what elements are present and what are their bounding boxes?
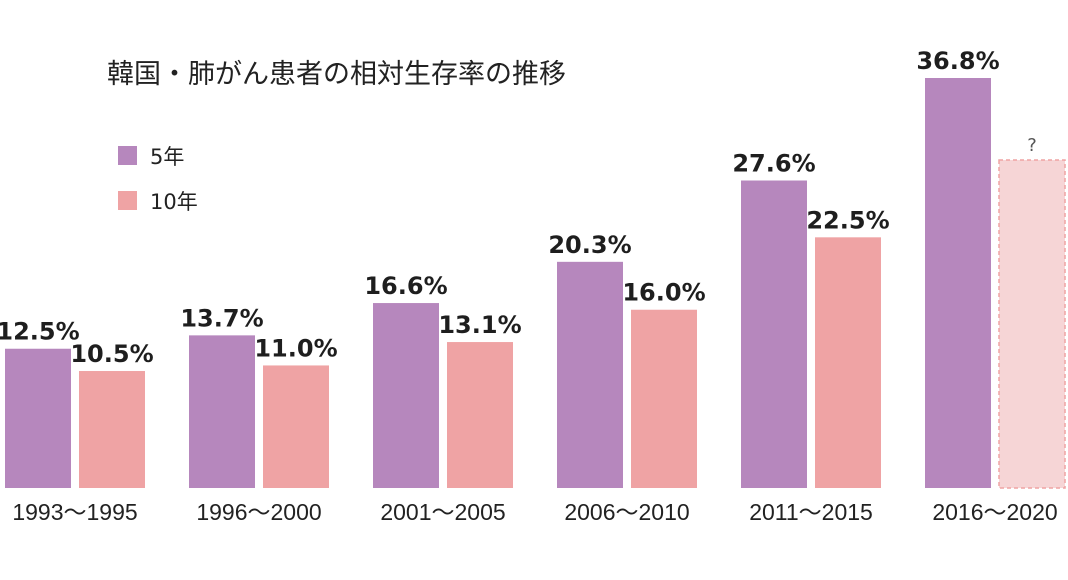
x-axis-label: 1996～2000 bbox=[196, 499, 321, 525]
bar-10y-3 bbox=[631, 309, 697, 488]
x-axis-label: 1993～1995 bbox=[12, 499, 137, 525]
value-label-5y-2: 16.6% bbox=[364, 272, 447, 300]
x-axis-label: 2011～2015 bbox=[749, 499, 873, 525]
legend: 5年 10年 bbox=[118, 145, 198, 214]
value-labels: 12.5%10.5% 13.7%11.0% 16.6% 13.1% 20.3% 16.0%… bbox=[0, 47, 1037, 368]
value-label-5y-4: 27.6% bbox=[732, 150, 815, 178]
bar-5y-3 bbox=[557, 261, 623, 488]
value-label-10y-0: 10.5% bbox=[70, 340, 153, 368]
bar-10y-0 bbox=[79, 371, 145, 488]
legend-label-5y: 5年 bbox=[150, 145, 184, 169]
bar-5y-0 bbox=[5, 348, 71, 488]
value-label-10y-1: 11.0% bbox=[254, 334, 337, 362]
bar-10y-4 bbox=[815, 237, 881, 488]
x-axis-labels: 1993～1995 1996～2000 2001～2005 2006～2010 2011… bbox=[12, 499, 1057, 525]
value-label-10y-4: 22.5% bbox=[806, 206, 889, 234]
legend-swatch-5y bbox=[118, 146, 137, 165]
bar-10y-2 bbox=[447, 342, 513, 488]
value-label-5y-3: 20.3% bbox=[548, 231, 631, 259]
value-label-5y-1: 13.7% bbox=[180, 304, 263, 332]
legend-label-10y: 10年 bbox=[150, 190, 198, 214]
x-axis-label: 2016～2020 bbox=[932, 499, 1057, 525]
value-label-10y-pending: ? bbox=[1027, 135, 1037, 156]
bar-5y-5 bbox=[925, 78, 991, 488]
x-axis-label: 2001～2005 bbox=[380, 499, 505, 525]
bar-5y-4 bbox=[741, 180, 807, 488]
value-label-10y-3: 16.0% bbox=[622, 279, 705, 307]
bar-5y-2 bbox=[373, 303, 439, 488]
bars bbox=[5, 78, 1066, 489]
chart-title: 韓国・肺がん患者の相対生存率の推移 bbox=[107, 59, 566, 90]
legend-swatch-10y bbox=[118, 191, 137, 210]
value-label-5y-5: 36.8% bbox=[916, 47, 999, 75]
x-axis-label: 2006～2010 bbox=[564, 499, 689, 525]
bar-10y-1 bbox=[263, 365, 329, 488]
value-label-10y-2: 13.1% bbox=[438, 311, 521, 339]
bar-5y-1 bbox=[189, 335, 255, 488]
bar-10y-pending bbox=[998, 159, 1066, 489]
value-label-5y-0: 12.5% bbox=[0, 318, 80, 346]
